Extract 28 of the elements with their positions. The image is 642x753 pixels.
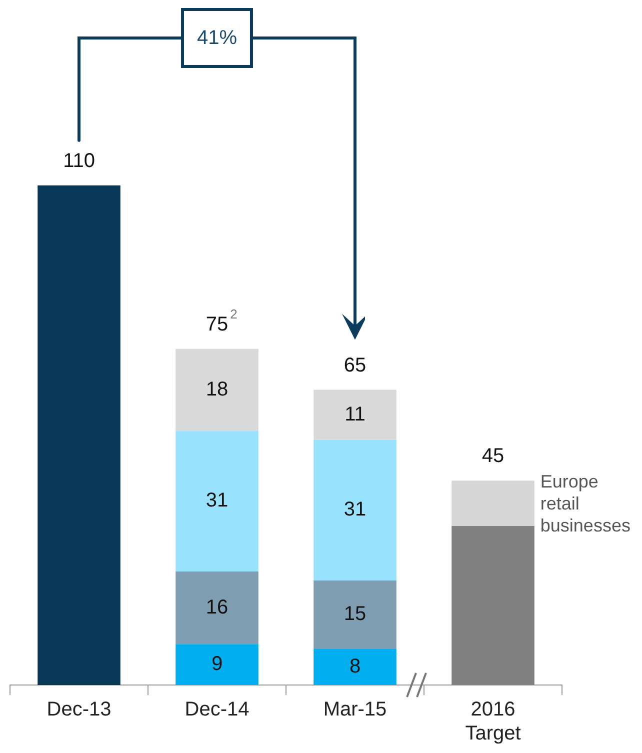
bar (452, 480, 534, 526)
bar (176, 430, 258, 572)
bar (452, 526, 534, 685)
x-tick-label: 2016 Target (465, 698, 522, 745)
total-label: 45 (482, 445, 504, 468)
data-label: 31 (206, 490, 228, 512)
data-label: 18 (206, 378, 228, 400)
data-label: 16 (206, 596, 228, 618)
bar (176, 571, 258, 644)
data-label: 9 (211, 653, 223, 676)
data-label: 8 (349, 655, 361, 678)
x-tick-label: Dec-13 (46, 698, 112, 721)
bar (314, 390, 396, 440)
bar (314, 440, 396, 581)
x-tick-label: Dec-14 (184, 698, 250, 721)
x-tick-label: Mar-15 (323, 698, 387, 721)
data-label: 15 (344, 603, 366, 626)
bar (176, 348, 258, 431)
bar (38, 185, 120, 685)
data-label: 31 (344, 498, 366, 521)
bar (176, 644, 258, 685)
total-label: 110 (63, 150, 95, 172)
annotation: Europe retail businesses (540, 472, 630, 536)
bar (314, 580, 396, 649)
total-label: 65 (344, 354, 366, 376)
data-label: 11 (344, 403, 366, 426)
text: 41% (181, 8, 253, 68)
bar (314, 648, 396, 685)
